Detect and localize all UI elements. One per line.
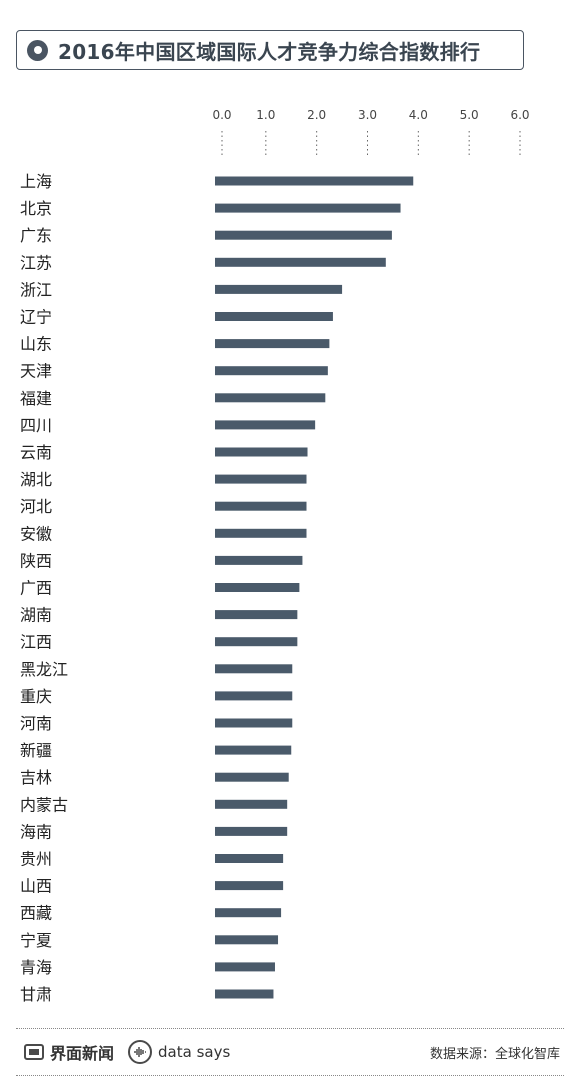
bar xyxy=(215,718,293,728)
bar xyxy=(215,962,275,972)
category-label: 海南 xyxy=(20,822,52,841)
x-tick-label: 0.0 xyxy=(212,108,231,122)
bar xyxy=(215,637,298,647)
category-label: 辽宁 xyxy=(20,308,52,327)
category-label: 重庆 xyxy=(20,687,52,706)
bar xyxy=(215,908,282,918)
bar xyxy=(215,772,289,782)
x-tick-label: 3.0 xyxy=(358,108,377,122)
bar xyxy=(215,501,307,511)
bar xyxy=(215,366,328,376)
category-label: 福建 xyxy=(20,389,52,408)
bar xyxy=(215,420,316,430)
bar xyxy=(215,935,279,945)
x-tick-label: 6.0 xyxy=(510,108,529,122)
category-label: 河南 xyxy=(20,714,52,733)
bar xyxy=(215,528,307,538)
bar-chart: 0.0 1.0 2.0 3.0 4.0 5.0 6.0 上海北京广东江苏浙江辽宁山东天津福建四… xyxy=(20,108,530,1004)
bar xyxy=(215,203,401,213)
category-label: 甘肃 xyxy=(20,985,52,1004)
category-label: 内蒙古 xyxy=(20,795,68,814)
bar xyxy=(215,989,274,999)
category-label: 广西 xyxy=(20,579,52,598)
category-label: 广东 xyxy=(20,226,52,245)
category-label: 陕西 xyxy=(20,551,52,570)
category-label: 湖北 xyxy=(20,470,52,489)
category-label: 黑龙江 xyxy=(20,660,68,679)
category-label: 天津 xyxy=(20,362,52,381)
category-label: 西藏 xyxy=(20,904,52,923)
bar xyxy=(215,230,392,240)
bar xyxy=(215,610,298,620)
bar xyxy=(215,474,307,484)
category-label: 湖南 xyxy=(20,606,52,625)
bar xyxy=(215,555,303,565)
category-label: 四川 xyxy=(20,416,52,435)
publisher-name: 界面新闻 xyxy=(50,1044,115,1063)
footer: 界面新闻 data says 数据来源：全球化智库 xyxy=(16,1028,564,1076)
chart-title: 2016年中国区域国际人才竞争力综合指数排行 xyxy=(58,39,481,64)
bar xyxy=(215,393,326,403)
category-label: 山西 xyxy=(20,877,52,896)
category-label: 北京 xyxy=(20,199,52,218)
jiemian-logo-icon xyxy=(24,1044,44,1060)
category-label: 贵州 xyxy=(20,850,52,869)
x-tick-label: 2.0 xyxy=(307,108,326,122)
bar xyxy=(215,257,386,267)
circle-dot-icon xyxy=(27,39,48,61)
bar xyxy=(215,854,284,863)
chart-title-box: 2016年中国区域国际人才竞争力综合指数排行 xyxy=(16,30,524,70)
x-tick-label: 5.0 xyxy=(460,108,479,122)
category-label: 上海 xyxy=(20,172,52,191)
publisher-logo: 界面新闻 xyxy=(24,1040,114,1064)
data-says-logo: data says xyxy=(128,1040,230,1064)
data-source: 数据来源：全球化智库 xyxy=(429,1046,560,1062)
category-label: 河北 xyxy=(20,497,52,516)
bar xyxy=(215,312,333,321)
bar xyxy=(215,284,343,294)
bar xyxy=(215,881,284,891)
bar xyxy=(215,799,288,809)
category-label: 江西 xyxy=(20,633,52,652)
category-label: 吉林 xyxy=(20,768,52,787)
category-label: 宁夏 xyxy=(20,931,52,950)
bar xyxy=(215,583,300,592)
x-tick-label: 4.0 xyxy=(409,108,428,122)
category-label: 安徽 xyxy=(20,524,52,543)
bar xyxy=(215,664,293,674)
bar xyxy=(215,745,292,755)
category-label: 山东 xyxy=(20,335,52,354)
waveform-icon xyxy=(128,1040,153,1064)
category-label: 青海 xyxy=(20,958,52,977)
bar xyxy=(215,447,308,457)
category-label: 浙江 xyxy=(20,280,52,299)
bar xyxy=(215,176,414,186)
x-tick-label: 1.0 xyxy=(256,108,275,122)
bar xyxy=(215,339,330,349)
brand-text: data says xyxy=(158,1043,231,1061)
category-label: 江苏 xyxy=(20,253,52,272)
category-label: 新疆 xyxy=(20,741,52,760)
bar xyxy=(215,691,293,701)
bar xyxy=(215,826,288,836)
category-label: 云南 xyxy=(20,443,52,462)
